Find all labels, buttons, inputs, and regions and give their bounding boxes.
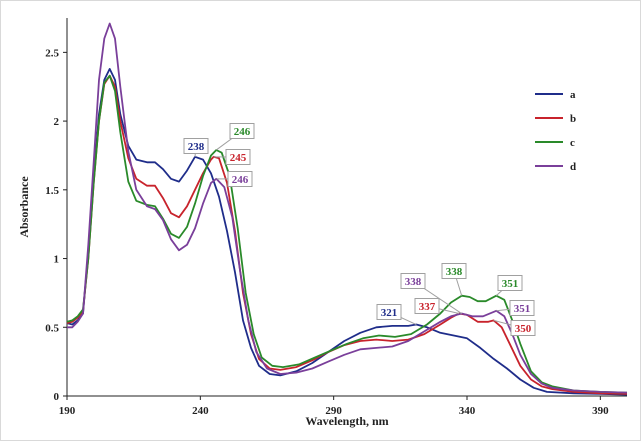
series-line-b bbox=[66, 74, 628, 395]
callout-label: 351 bbox=[502, 278, 519, 290]
legend-label-c: c bbox=[570, 137, 575, 149]
callout-box bbox=[229, 123, 255, 139]
axes bbox=[66, 18, 627, 397]
callout-box bbox=[441, 263, 467, 279]
callout-box bbox=[227, 171, 253, 187]
callout-label: 338 bbox=[446, 266, 463, 278]
series-line-c bbox=[66, 74, 628, 394]
callout-box bbox=[400, 273, 426, 289]
y-tick-label: 1.5 bbox=[45, 185, 59, 197]
y-axis-title: Absorbance bbox=[17, 176, 31, 238]
y-tick-label: 0 bbox=[54, 391, 60, 403]
callout-box bbox=[414, 298, 440, 314]
ticks: 190 240 290 340 390 0 0.5 1 1.5 2 2.5 bbox=[45, 47, 609, 417]
callout-label: 321 bbox=[381, 307, 398, 319]
x-tick-label: 240 bbox=[192, 405, 209, 417]
callout-box bbox=[225, 149, 251, 165]
callout-label: 338 bbox=[405, 276, 422, 288]
legend-label-b: b bbox=[570, 113, 576, 125]
y-tick-label: 1 bbox=[54, 254, 60, 266]
y-tick-label: 0.5 bbox=[45, 322, 59, 334]
callout-box bbox=[509, 300, 535, 316]
x-axis-title: Wavelength, nm bbox=[305, 414, 388, 428]
callout-box bbox=[183, 138, 209, 154]
legend-label-a: a bbox=[570, 89, 576, 101]
callout-box bbox=[497, 275, 523, 291]
legend-label-d: d bbox=[570, 161, 576, 173]
callout-label: 337 bbox=[419, 301, 436, 313]
annotation-layer: 238 246 245 246 338 338 351 321 337 351 350 bbox=[183, 123, 536, 336]
y-tick-label: 2.5 bbox=[45, 47, 59, 59]
x-tick-label: 340 bbox=[459, 405, 476, 417]
callout-label: 238 bbox=[188, 141, 205, 153]
callout-label: 245 bbox=[230, 152, 247, 164]
series-line-d bbox=[67, 22, 628, 394]
callout-box bbox=[376, 304, 402, 320]
callout-label: 246 bbox=[232, 174, 249, 186]
series-layer bbox=[66, 22, 628, 396]
y-tick-label: 2 bbox=[54, 116, 60, 128]
x-tick-label: 390 bbox=[592, 405, 609, 417]
series-line-a bbox=[66, 68, 628, 396]
x-tick-label: 190 bbox=[59, 405, 76, 417]
callout-label: 351 bbox=[514, 303, 531, 315]
callout-box bbox=[510, 320, 536, 336]
callout-label: 350 bbox=[515, 323, 532, 335]
callout-label: 246 bbox=[234, 126, 251, 138]
x-tick-label: 290 bbox=[325, 405, 342, 417]
